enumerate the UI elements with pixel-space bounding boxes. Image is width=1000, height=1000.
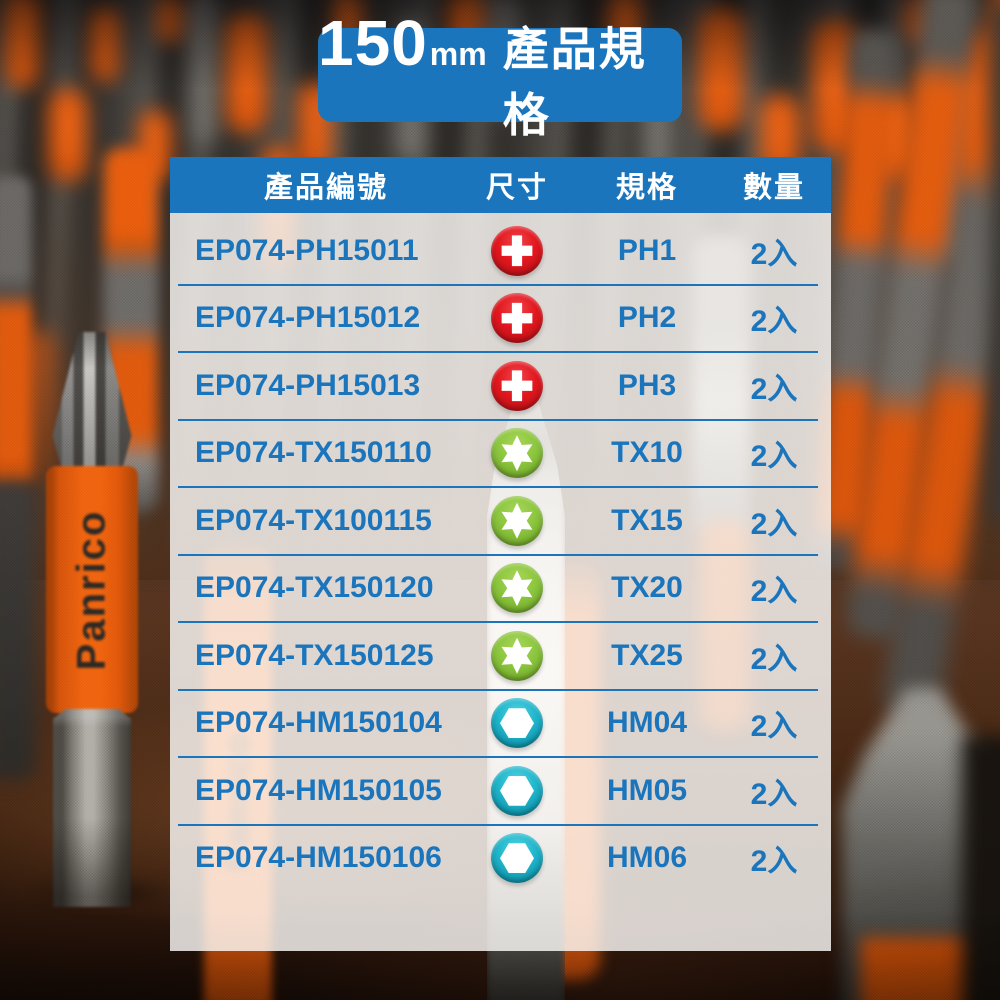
page-title: 150 mm 產品規格 (318, 6, 682, 145)
table-row: EP074-TX150125 TX25 2入 (170, 621, 831, 690)
title-label: 產品規格 (502, 22, 647, 141)
header-qty: 數量 (742, 172, 805, 204)
focused-screwdriver-bit: Panrico (44, 332, 140, 907)
spec-value: TX10 (611, 436, 683, 470)
product-code: EP074-PH15013 (195, 368, 421, 402)
qty-value: 2入 (750, 845, 798, 879)
table-row: EP074-HM150105 HM05 2入 (170, 756, 831, 825)
table-header: 產品編號 尺寸 規格 數量 (170, 157, 831, 213)
hex-icon (491, 765, 543, 816)
table-row: EP074-TX150120 TX20 2入 (170, 553, 831, 623)
hexagon-glyph (500, 843, 534, 874)
brand-text: Panrico (69, 509, 114, 670)
star-glyph (501, 502, 533, 539)
qty-value: 2入 (750, 642, 798, 676)
header-product-code: 產品編號 (263, 172, 388, 204)
table-row: EP074-PH15013 PH3 2入 (170, 351, 831, 420)
table-row: EP074-PH15012 PH2 2入 (170, 283, 831, 353)
background-bit (0, 176, 32, 486)
product-code: EP074-PH15012 (195, 301, 421, 335)
star-glyph (501, 570, 533, 607)
spec-value: HM06 (606, 841, 688, 875)
background-bit (0, 480, 36, 780)
qty-value: 2入 (750, 372, 798, 406)
table-row: EP074-TX100115 TX15 2入 (170, 486, 831, 555)
spec-value: HM04 (606, 706, 688, 740)
hex-icon (491, 698, 543, 749)
phillips-icon (491, 293, 543, 344)
table-row: EP074-HM150106 HM06 2入 (170, 823, 831, 893)
product-code: EP074-TX150125 (195, 638, 434, 672)
bit-hex-shank (53, 709, 131, 907)
header-spec: 規格 (615, 172, 678, 204)
product-code: EP074-HM150105 (195, 773, 442, 807)
cross-glyph (501, 370, 533, 402)
title-size: 150 (318, 6, 428, 79)
qty-value: 2入 (750, 710, 798, 744)
product-code: EP074-TX150120 (195, 571, 434, 605)
product-code: EP074-PH15011 (195, 233, 419, 267)
star-glyph (501, 637, 533, 674)
phillips-icon (491, 360, 543, 411)
hex-icon (491, 833, 543, 884)
bit-orange-body: Panrico (46, 466, 138, 713)
spec-value: TX15 (611, 503, 683, 537)
spec-value: TX20 (611, 571, 683, 605)
spec-value: HM05 (606, 773, 688, 807)
spec-value: PH1 (617, 233, 677, 267)
qty-value: 2入 (750, 507, 798, 541)
star-glyph (501, 435, 533, 472)
spec-value: PH3 (617, 368, 677, 402)
qty-value: 2入 (750, 575, 798, 609)
torx-icon (491, 428, 543, 479)
table-body: EP074-PH15011 PH1 2入 EP074-PH15012 PH2 2… (170, 213, 831, 892)
title-unit: mm (429, 35, 487, 72)
background-bit (962, 736, 1000, 1000)
torx-icon (491, 630, 543, 681)
qty-value: 2入 (750, 237, 798, 271)
background-bit (990, 0, 1000, 520)
product-code: EP074-TX150110 (195, 436, 432, 470)
title-badge: 150 mm 產品規格 (318, 7, 682, 141)
torx-icon (491, 495, 543, 546)
table-row: EP074-HM150104 HM04 2入 (170, 688, 831, 758)
torx-icon (491, 563, 543, 614)
hexagon-glyph (500, 775, 534, 806)
hexagon-glyph (500, 708, 534, 739)
product-code: EP074-HM150104 (195, 706, 442, 740)
spec-value: TX25 (611, 638, 683, 672)
product-code: EP074-HM150106 (195, 841, 442, 875)
phillips-tip-shape (52, 332, 132, 472)
qty-value: 2入 (750, 440, 798, 474)
table-row: EP074-PH15011 PH1 2入 (170, 217, 831, 285)
spec-value: PH2 (617, 301, 677, 335)
phillips-icon (491, 225, 543, 276)
product-code: EP074-TX100115 (195, 503, 432, 537)
table-row: EP074-TX150110 TX10 2入 (170, 418, 831, 488)
header-size: 尺寸 (485, 172, 548, 204)
qty-value: 2入 (750, 305, 798, 339)
cross-glyph (501, 302, 533, 334)
spec-table-panel: 產品編號 尺寸 規格 數量 EP074-PH15011 PH1 2入 EP074… (170, 157, 831, 951)
cross-glyph (501, 235, 533, 267)
qty-value: 2入 (750, 777, 798, 811)
